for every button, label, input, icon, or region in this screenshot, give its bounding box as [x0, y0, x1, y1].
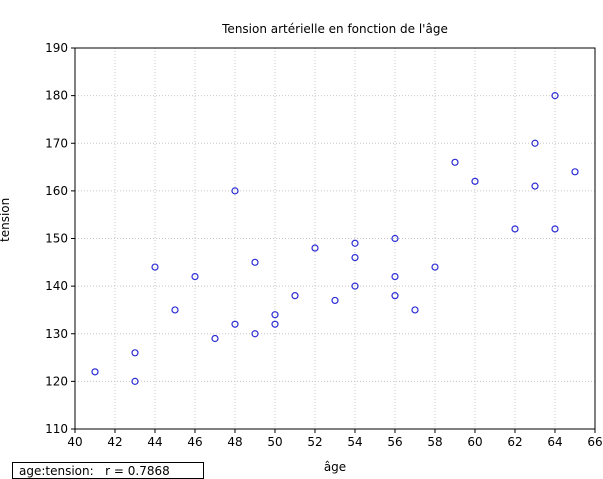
data-point: [231, 187, 239, 195]
data-point: [91, 368, 99, 376]
data-point: [391, 292, 399, 300]
y-tick-label: 140: [45, 279, 68, 293]
data-point: [251, 258, 259, 266]
x-tick-label: 60: [467, 435, 482, 449]
data-point: [231, 320, 239, 328]
x-tick-label: 64: [547, 435, 562, 449]
data-point: [391, 273, 399, 281]
data-point: [391, 234, 399, 243]
data-point: [471, 177, 479, 185]
chart-title: Tension artérielle en fonction de l'âge: [222, 22, 448, 36]
correlation-box: age:tension: r = 0.7868: [12, 462, 204, 479]
data-point: [311, 244, 319, 252]
data-point: [171, 306, 179, 314]
data-point: [351, 253, 359, 262]
data-point: [131, 349, 139, 357]
x-tick-label: 56: [387, 435, 402, 449]
data-point: [531, 139, 539, 147]
data-point: [251, 330, 259, 338]
correlation-label: age:tension:: [19, 464, 94, 478]
y-axis-label: tension: [0, 197, 12, 242]
y-tick-label: 120: [45, 374, 68, 388]
data-point: [211, 334, 219, 343]
x-axis-label: âge: [323, 460, 347, 474]
correlation-value: r = 0.7868: [105, 464, 170, 478]
data-point: [451, 158, 459, 166]
x-tick-label: 46: [187, 435, 202, 449]
x-tick-label: 44: [147, 435, 162, 449]
data-point: [431, 263, 439, 271]
x-tick-label: 48: [227, 435, 242, 449]
y-tick-label: 130: [45, 327, 68, 341]
y-tick-label: 110: [45, 422, 68, 436]
plot-background: [75, 48, 595, 429]
data-point: [411, 306, 419, 314]
x-tick-label: 58: [427, 435, 442, 449]
data-point: [351, 282, 359, 290]
x-tick-label: 52: [307, 435, 322, 449]
data-point: [151, 263, 159, 271]
data-point: [531, 182, 539, 190]
data-point: [291, 292, 299, 300]
x-tick-label: 54: [347, 435, 362, 449]
data-point: [271, 311, 279, 319]
y-tick-label: 190: [45, 41, 68, 55]
y-tick-label: 170: [45, 136, 68, 150]
data-point: [131, 377, 139, 385]
y-tick-label: 160: [45, 184, 68, 198]
data-point: [271, 320, 279, 328]
x-tick-label: 42: [107, 435, 122, 449]
data-point: [551, 92, 559, 100]
data-point: [191, 273, 199, 281]
data-point: [511, 225, 519, 233]
data-point: [351, 239, 359, 247]
x-tick-label: 62: [507, 435, 522, 449]
y-tick-label: 180: [45, 89, 68, 103]
x-tick-label: 50: [267, 435, 282, 449]
data-point: [331, 296, 339, 305]
x-tick-label: 40: [67, 435, 82, 449]
data-point: [571, 168, 579, 176]
data-point: [551, 225, 559, 233]
y-tick-label: 150: [45, 232, 68, 246]
x-tick-label: 66: [587, 435, 602, 449]
